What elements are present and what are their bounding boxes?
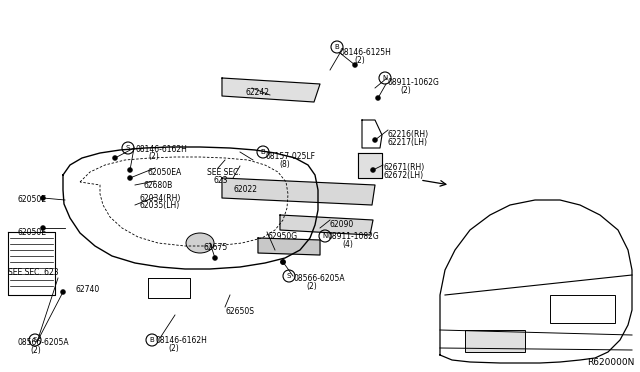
- Text: 62672(LH): 62672(LH): [383, 171, 423, 180]
- Text: (4): (4): [342, 240, 353, 249]
- Text: 62650S: 62650S: [225, 307, 254, 316]
- Text: 62242: 62242: [246, 88, 270, 97]
- Text: (2): (2): [400, 86, 411, 95]
- Text: 62022: 62022: [234, 185, 258, 194]
- Polygon shape: [222, 78, 320, 102]
- Text: 62050E: 62050E: [18, 228, 47, 237]
- Text: N: N: [382, 75, 388, 81]
- Text: 62050E: 62050E: [18, 195, 47, 204]
- Text: 62216(RH): 62216(RH): [388, 130, 429, 139]
- Circle shape: [40, 225, 45, 231]
- Text: S: S: [287, 273, 291, 279]
- Ellipse shape: [186, 233, 214, 253]
- Circle shape: [280, 260, 285, 264]
- Text: R620000N: R620000N: [588, 358, 635, 367]
- Text: 62740: 62740: [75, 285, 99, 294]
- Polygon shape: [222, 178, 375, 205]
- Text: (2): (2): [168, 344, 179, 353]
- Circle shape: [212, 256, 218, 260]
- Circle shape: [113, 155, 118, 160]
- Bar: [550, 295, 615, 323]
- Circle shape: [280, 260, 285, 264]
- Text: 08566-6205A: 08566-6205A: [293, 274, 344, 283]
- Text: 623: 623: [213, 176, 227, 185]
- Circle shape: [376, 96, 381, 100]
- Text: (8): (8): [279, 160, 290, 169]
- Circle shape: [127, 176, 132, 180]
- Text: (2): (2): [30, 346, 41, 355]
- Circle shape: [353, 62, 358, 67]
- Text: 08146-6162H: 08146-6162H: [135, 145, 187, 154]
- Text: B: B: [260, 149, 266, 155]
- Text: (2): (2): [354, 56, 365, 65]
- Text: (2): (2): [148, 152, 159, 161]
- Text: 62671(RH): 62671(RH): [383, 163, 424, 172]
- Text: 62217(LH): 62217(LH): [388, 138, 428, 147]
- Text: 62035(LH): 62035(LH): [140, 201, 180, 210]
- Polygon shape: [280, 215, 373, 235]
- Text: (2): (2): [306, 282, 317, 291]
- Text: 62680B: 62680B: [143, 181, 172, 190]
- Text: 08146-6125H: 08146-6125H: [340, 48, 392, 57]
- Text: 08566-6205A: 08566-6205A: [17, 338, 68, 347]
- Text: N: N: [323, 233, 328, 239]
- Text: B: B: [150, 337, 154, 343]
- Text: 08157-025LF: 08157-025LF: [266, 152, 316, 161]
- Circle shape: [127, 167, 132, 173]
- Text: 08146-6162H: 08146-6162H: [155, 336, 207, 345]
- Circle shape: [40, 196, 45, 201]
- Circle shape: [61, 289, 65, 295]
- Circle shape: [372, 138, 378, 142]
- Text: B: B: [335, 44, 339, 50]
- Text: S: S: [126, 145, 130, 151]
- Polygon shape: [258, 238, 320, 255]
- Text: 62675: 62675: [204, 243, 228, 252]
- Text: 62050EA: 62050EA: [147, 168, 181, 177]
- Text: 08911-1062G: 08911-1062G: [388, 78, 440, 87]
- Polygon shape: [358, 153, 382, 178]
- Text: SEE SEC.: SEE SEC.: [207, 168, 241, 177]
- Text: 08911-1082G: 08911-1082G: [328, 232, 380, 241]
- Bar: [465, 330, 525, 352]
- Text: 62034(RH): 62034(RH): [140, 194, 181, 203]
- Text: S: S: [33, 337, 37, 343]
- Circle shape: [371, 167, 376, 173]
- Text: 62950G: 62950G: [267, 232, 297, 241]
- Text: SEE SEC. 623: SEE SEC. 623: [8, 268, 59, 277]
- Text: 62090: 62090: [330, 220, 355, 229]
